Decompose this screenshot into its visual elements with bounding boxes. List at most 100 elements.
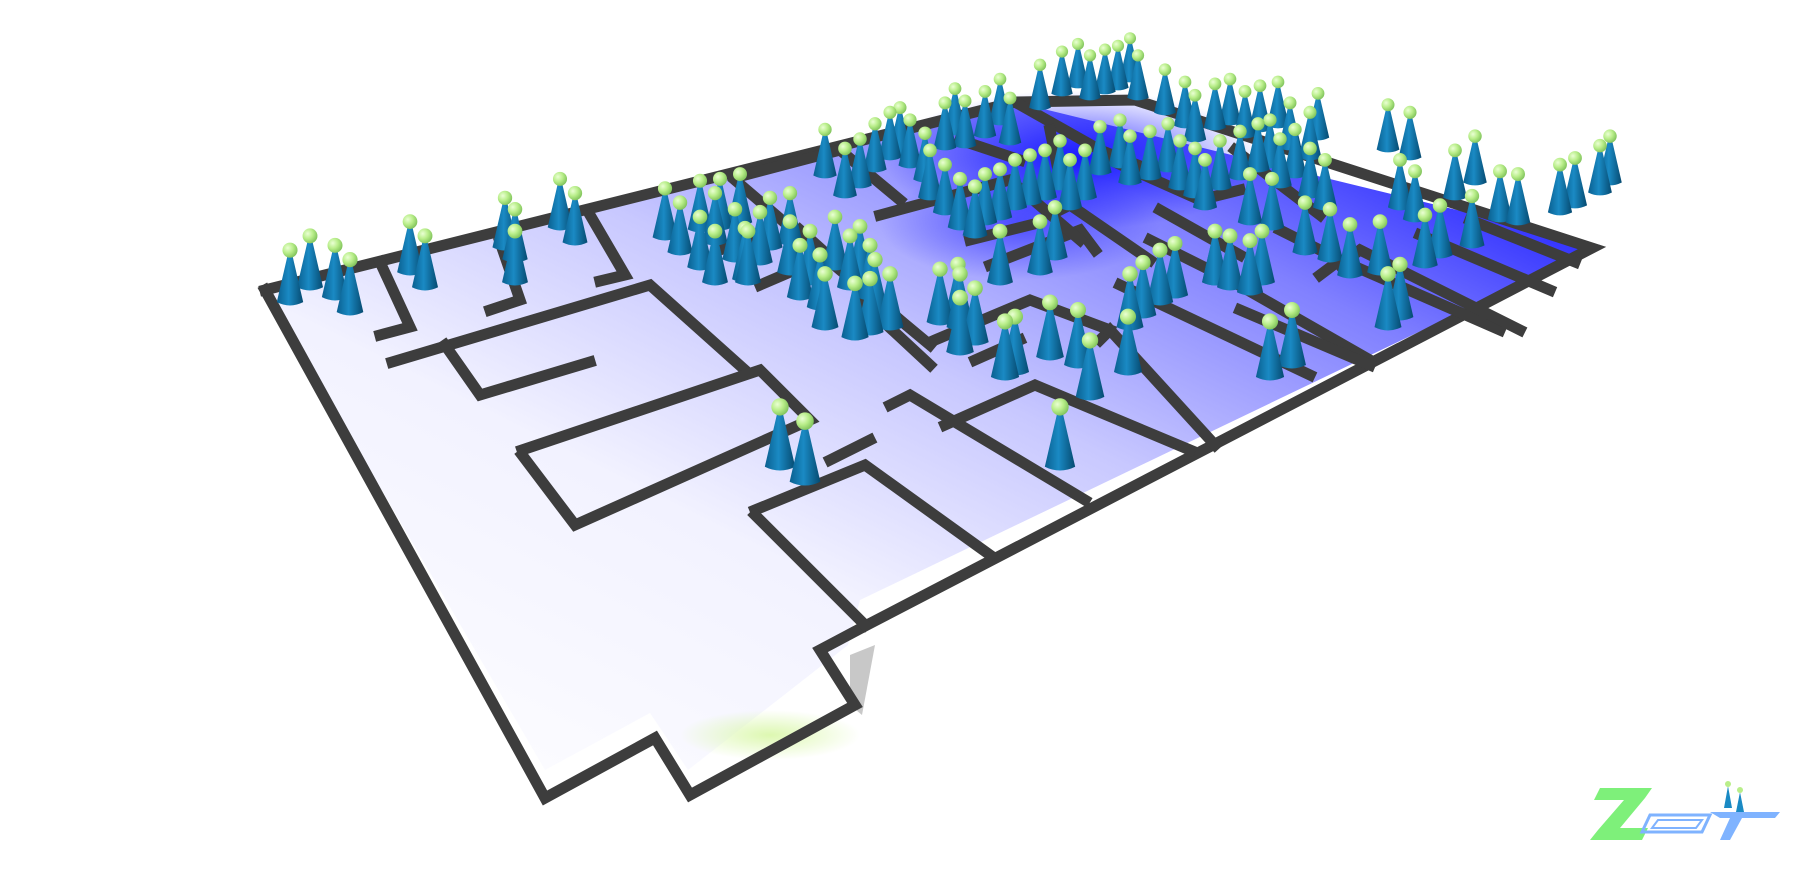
agent-head xyxy=(1093,119,1107,134)
agent-head xyxy=(782,214,798,229)
agent-head xyxy=(1158,63,1172,76)
occupant-agent xyxy=(1283,122,1307,179)
agent-head xyxy=(1208,77,1222,91)
occupant-agent xyxy=(990,313,1020,381)
agent-body xyxy=(667,205,693,256)
agent-body xyxy=(1018,157,1042,206)
agent-head xyxy=(342,252,358,268)
occupant-agent xyxy=(1094,43,1116,95)
agent-head xyxy=(853,132,867,146)
agent-head xyxy=(1322,202,1338,217)
agent-head xyxy=(282,242,298,258)
agent-body xyxy=(1292,205,1318,256)
agent-head xyxy=(1071,37,1085,51)
agent-head xyxy=(1233,124,1247,139)
agent-body xyxy=(1237,176,1263,226)
agent-head xyxy=(1372,214,1388,229)
occupant-agent xyxy=(1298,141,1322,199)
agent-head xyxy=(992,223,1008,239)
occupant-agent xyxy=(1088,119,1112,176)
agent-body xyxy=(1218,81,1242,126)
occupant-agent xyxy=(1387,152,1413,211)
agent-body xyxy=(1113,319,1143,376)
occupant-agent xyxy=(1183,88,1207,143)
agent-body xyxy=(946,300,974,356)
interior-wall xyxy=(982,223,1103,273)
interior-wall xyxy=(1332,252,1508,338)
occupant-agent xyxy=(1367,214,1393,276)
occupant-agent xyxy=(1044,398,1076,471)
agent-head xyxy=(1188,141,1202,156)
occupant-agent xyxy=(1459,188,1485,249)
agent-head xyxy=(782,185,798,201)
agent-body xyxy=(1283,132,1307,179)
occupant-agent xyxy=(1113,308,1143,376)
agent-body xyxy=(973,94,997,139)
agent-head xyxy=(1081,332,1099,349)
agent-body xyxy=(1057,162,1083,211)
agent-body xyxy=(1203,86,1227,131)
occupant-agent xyxy=(962,179,988,239)
agent-head xyxy=(762,190,778,206)
agent-head xyxy=(1161,117,1175,131)
interior-wall xyxy=(385,278,753,378)
occupant-agent xyxy=(1278,302,1306,369)
agent-body xyxy=(1183,97,1207,143)
occupant-agent xyxy=(1067,37,1089,89)
occupant-agent xyxy=(1036,294,1064,361)
occupant-agent xyxy=(1146,242,1174,306)
agent-body xyxy=(1317,212,1343,263)
occupant-agent xyxy=(547,171,573,231)
occupant-agent xyxy=(1236,233,1264,296)
occupant-agent xyxy=(822,209,848,271)
occupant-agent xyxy=(1374,266,1402,331)
agent-head xyxy=(1053,134,1067,148)
agent-body xyxy=(1042,210,1068,261)
agent-head xyxy=(1311,86,1325,100)
agent-head xyxy=(1243,167,1257,182)
agent-body xyxy=(735,234,761,286)
occupant-agent xyxy=(562,185,588,246)
interior-wall xyxy=(1462,212,1583,270)
agent-head xyxy=(552,171,568,186)
agent-head xyxy=(1448,143,1462,158)
agent-head xyxy=(1403,105,1417,119)
agent-head xyxy=(1078,143,1092,158)
agent-head xyxy=(1303,141,1317,156)
agent-head xyxy=(1271,75,1285,89)
agent-head xyxy=(1143,124,1157,139)
agent-body xyxy=(397,224,423,276)
occupant-agent xyxy=(1029,58,1051,111)
agent-head xyxy=(727,202,743,217)
agent-body xyxy=(1374,276,1402,331)
agent-body xyxy=(998,100,1022,146)
occupant-agent xyxy=(1292,195,1318,256)
agent-body xyxy=(813,132,837,179)
occupant-agents xyxy=(276,32,1622,486)
agent-body xyxy=(1387,162,1413,211)
agent-body xyxy=(1588,148,1612,196)
agent-body xyxy=(926,272,954,326)
agent-head xyxy=(893,101,907,115)
occupant-agent xyxy=(1168,134,1192,191)
occupant-agent xyxy=(1487,164,1513,223)
agent-head xyxy=(1568,151,1582,165)
agent-body xyxy=(1118,138,1142,186)
agent-body xyxy=(1044,410,1076,471)
agent-head xyxy=(1381,98,1395,112)
agent-body xyxy=(1487,174,1513,223)
agent-body xyxy=(987,234,1013,286)
agent-head xyxy=(883,105,897,119)
agent-head xyxy=(1123,129,1137,143)
agent-head xyxy=(1511,167,1525,182)
occupant-agent xyxy=(1042,200,1068,261)
agent-body xyxy=(652,191,678,241)
agent-head xyxy=(827,209,843,225)
occupant-agent xyxy=(1443,143,1467,201)
occupant-agent xyxy=(1027,214,1053,276)
occupant-agent xyxy=(502,223,528,286)
agent-body xyxy=(276,253,304,306)
agent-head xyxy=(740,223,756,239)
agent-head xyxy=(1251,117,1265,131)
agent-head xyxy=(1023,148,1037,162)
